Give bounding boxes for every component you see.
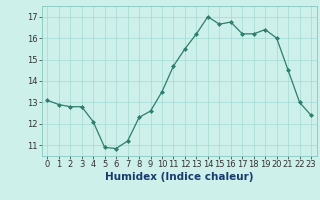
X-axis label: Humidex (Indice chaleur): Humidex (Indice chaleur): [105, 172, 253, 182]
